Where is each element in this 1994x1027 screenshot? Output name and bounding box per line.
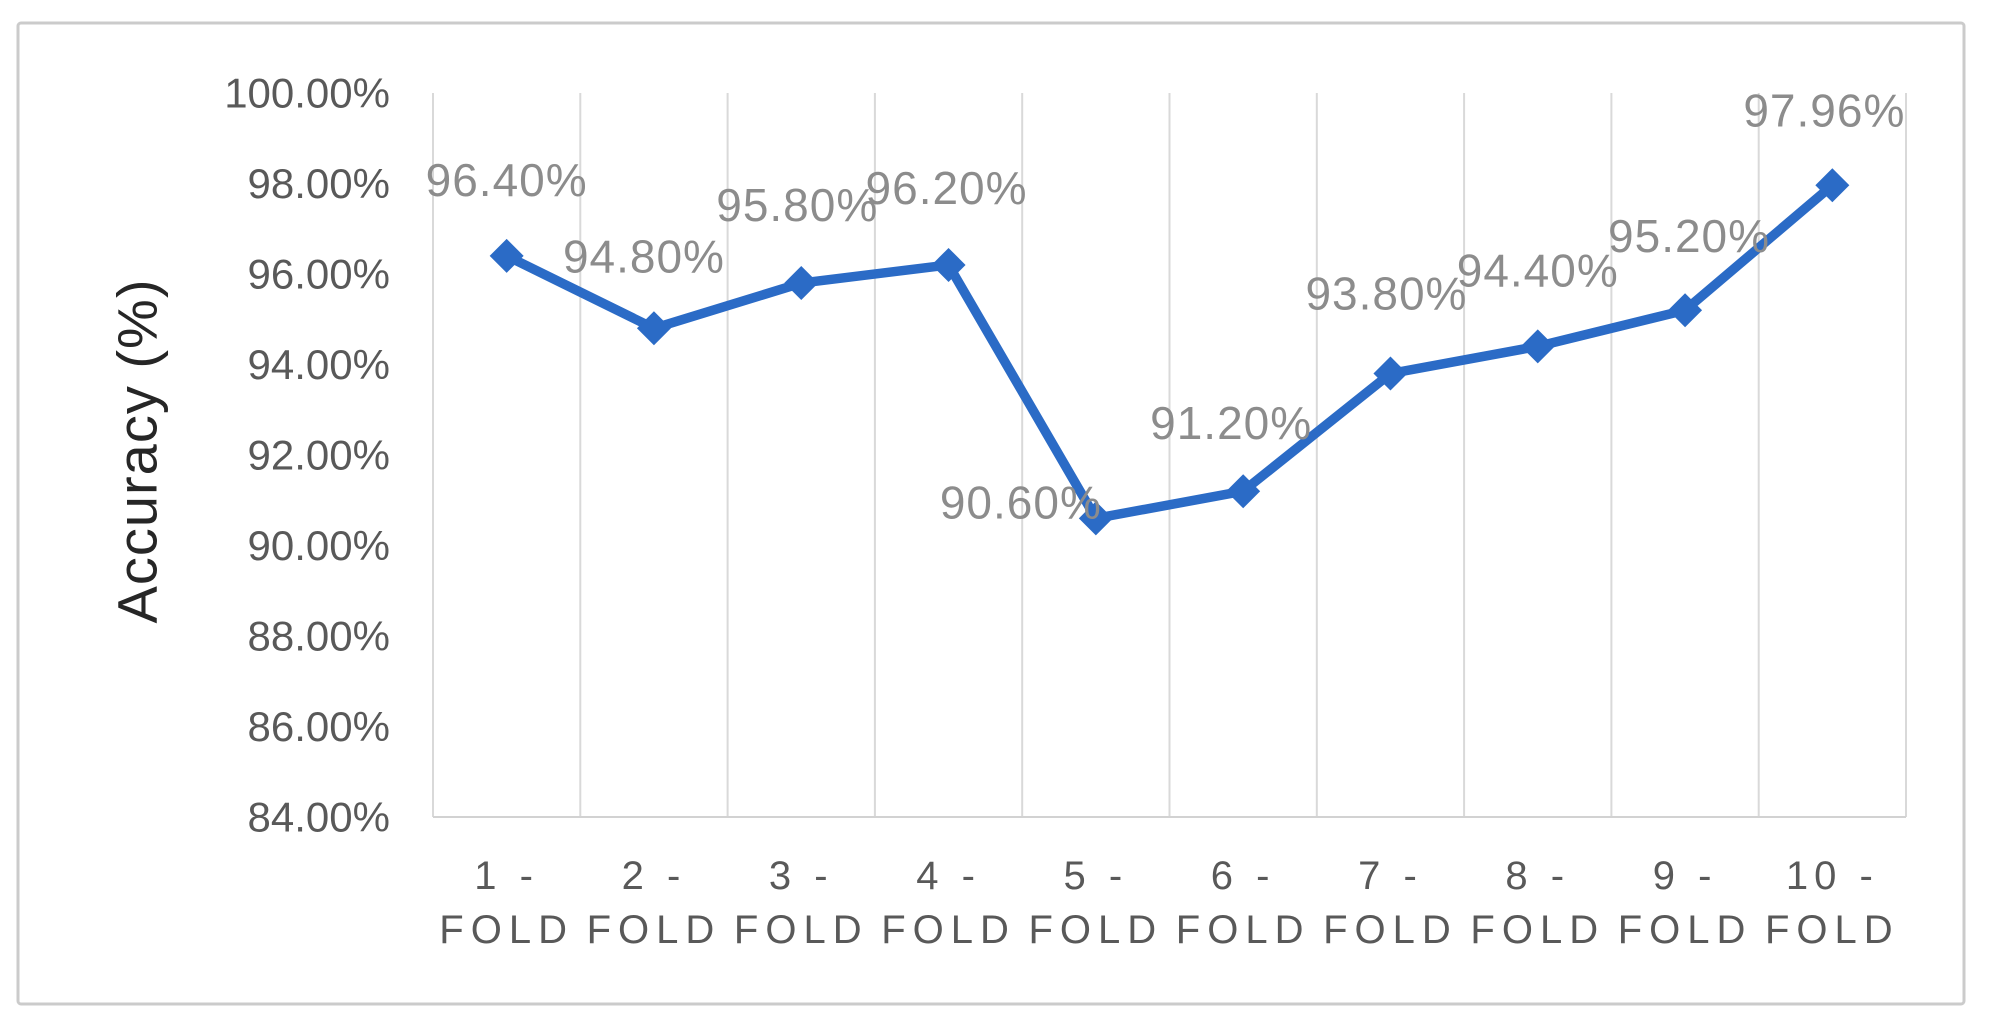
gridlines-group: [432, 93, 1907, 817]
y-tick-label: 98.00%: [248, 160, 390, 207]
data-label: 95.20%: [1608, 210, 1770, 262]
y-axis-title: Accuracy (%): [106, 279, 169, 624]
y-tick-label: 90.00%: [248, 522, 390, 569]
x-tick-label-line1: 10 -: [1786, 854, 1879, 898]
y-tick-label: 100.00%: [224, 70, 390, 117]
y-tick-label: 94.00%: [248, 341, 390, 388]
x-tick-label-line2: FOLD: [1765, 908, 1900, 952]
data-label: 94.80%: [563, 230, 725, 282]
data-point-marker: [489, 238, 524, 273]
data-label: 96.40%: [426, 154, 588, 206]
x-tick-label-line1: 8 -: [1505, 854, 1570, 898]
data-point-marker: [1226, 474, 1261, 509]
data-label: 90.60%: [940, 476, 1102, 528]
x-tick-label-line2: FOLD: [1470, 908, 1605, 952]
y-tick-label: 88.00%: [248, 613, 390, 660]
data-label: 93.80%: [1305, 268, 1467, 320]
series-group: [489, 168, 1850, 536]
data-label: 91.20%: [1150, 397, 1312, 449]
y-tick-label: 92.00%: [248, 432, 390, 479]
x-tick-label-line2: FOLD: [1029, 908, 1164, 952]
data-point-marker: [784, 266, 819, 301]
x-tick-label-line2: FOLD: [1618, 908, 1753, 952]
x-tick-label-line1: 3 -: [769, 854, 834, 898]
x-tick-label-line2: FOLD: [734, 908, 869, 952]
x-tick-label-line1: 7 -: [1358, 854, 1423, 898]
x-tick-label-line2: FOLD: [881, 908, 1016, 952]
x-tick-label-line1: 1 -: [474, 854, 539, 898]
x-tick-label-line1: 6 -: [1211, 854, 1276, 898]
y-tick-label: 96.00%: [248, 251, 390, 298]
y-tick-label: 86.00%: [248, 703, 390, 750]
data-label: 94.40%: [1457, 244, 1619, 296]
data-point-marker: [1078, 501, 1113, 536]
series-line-accuracy: [501, 180, 1838, 524]
y-tick-labels-group: 100.00% 98.00% 96.00% 94.00% 92.00% 90.00% 88.…: [224, 70, 390, 841]
data-point-marker: [1373, 356, 1408, 391]
data-point-marker: [1520, 329, 1555, 364]
x-tick-label-line1: 4 -: [916, 854, 981, 898]
data-labels-group: 96.40% 94.80%95.80%96.20% 90.60% 91.20% 93.8…: [426, 84, 1905, 528]
data-point-marker: [636, 311, 671, 346]
x-tick-label-line2: FOLD: [587, 908, 722, 952]
data-point-marker: [931, 247, 966, 282]
x-tick-label-line2: FOLD: [1323, 908, 1458, 952]
x-tick-label-line1: 5 -: [1064, 854, 1129, 898]
data-point-marker: [1815, 168, 1850, 203]
x-tick-labels-group: 1 - FOLD 2 - FOLD 3 - FOLD 4 - FOLD 5 - FOLD 6 - FO…: [439, 854, 1900, 952]
data-label: 95.80%: [716, 179, 878, 231]
data-label: 97.96%: [1743, 84, 1905, 136]
y-tick-label: 84.00%: [248, 794, 390, 841]
data-label: 96.20%: [866, 162, 1028, 214]
data-point-marker: [1668, 293, 1703, 328]
x-tick-label-line2: FOLD: [1176, 908, 1311, 952]
x-tick-label-line1: 2 -: [622, 854, 687, 898]
x-tick-label-line1: 9 -: [1653, 854, 1718, 898]
x-tick-label-line2: FOLD: [439, 908, 574, 952]
